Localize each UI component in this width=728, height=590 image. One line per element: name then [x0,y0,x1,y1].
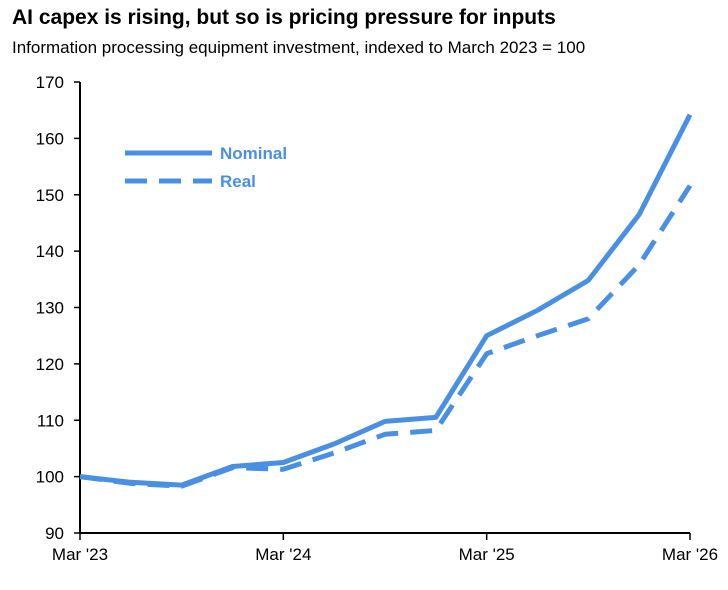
x-tick-label: Mar '26 [662,545,718,564]
chart-subtitle: Information processing equipment investm… [12,38,586,57]
y-tick-label: 160 [36,129,64,148]
y-tick-label: 130 [36,299,64,318]
x-tick-label: Mar '24 [255,545,311,564]
chart-title: AI capex is rising, but so is pricing pr… [12,6,556,29]
y-tick-label: 100 [36,468,64,487]
y-tick-label: 90 [45,524,64,543]
y-tick-label: 140 [36,242,64,261]
y-tick-label: 120 [36,355,64,374]
y-tick-label: 170 [36,73,64,92]
legend-label-nominal: Nominal [220,144,287,163]
series-line-real [79,184,693,489]
x-tick-label: Mar '23 [52,545,108,564]
y-tick-label: 150 [36,186,64,205]
legend-label-real: Real [220,172,256,191]
y-tick-label: 110 [37,411,64,430]
x-tick-label: Mar '25 [459,545,515,564]
series-line-nominal [79,113,693,488]
